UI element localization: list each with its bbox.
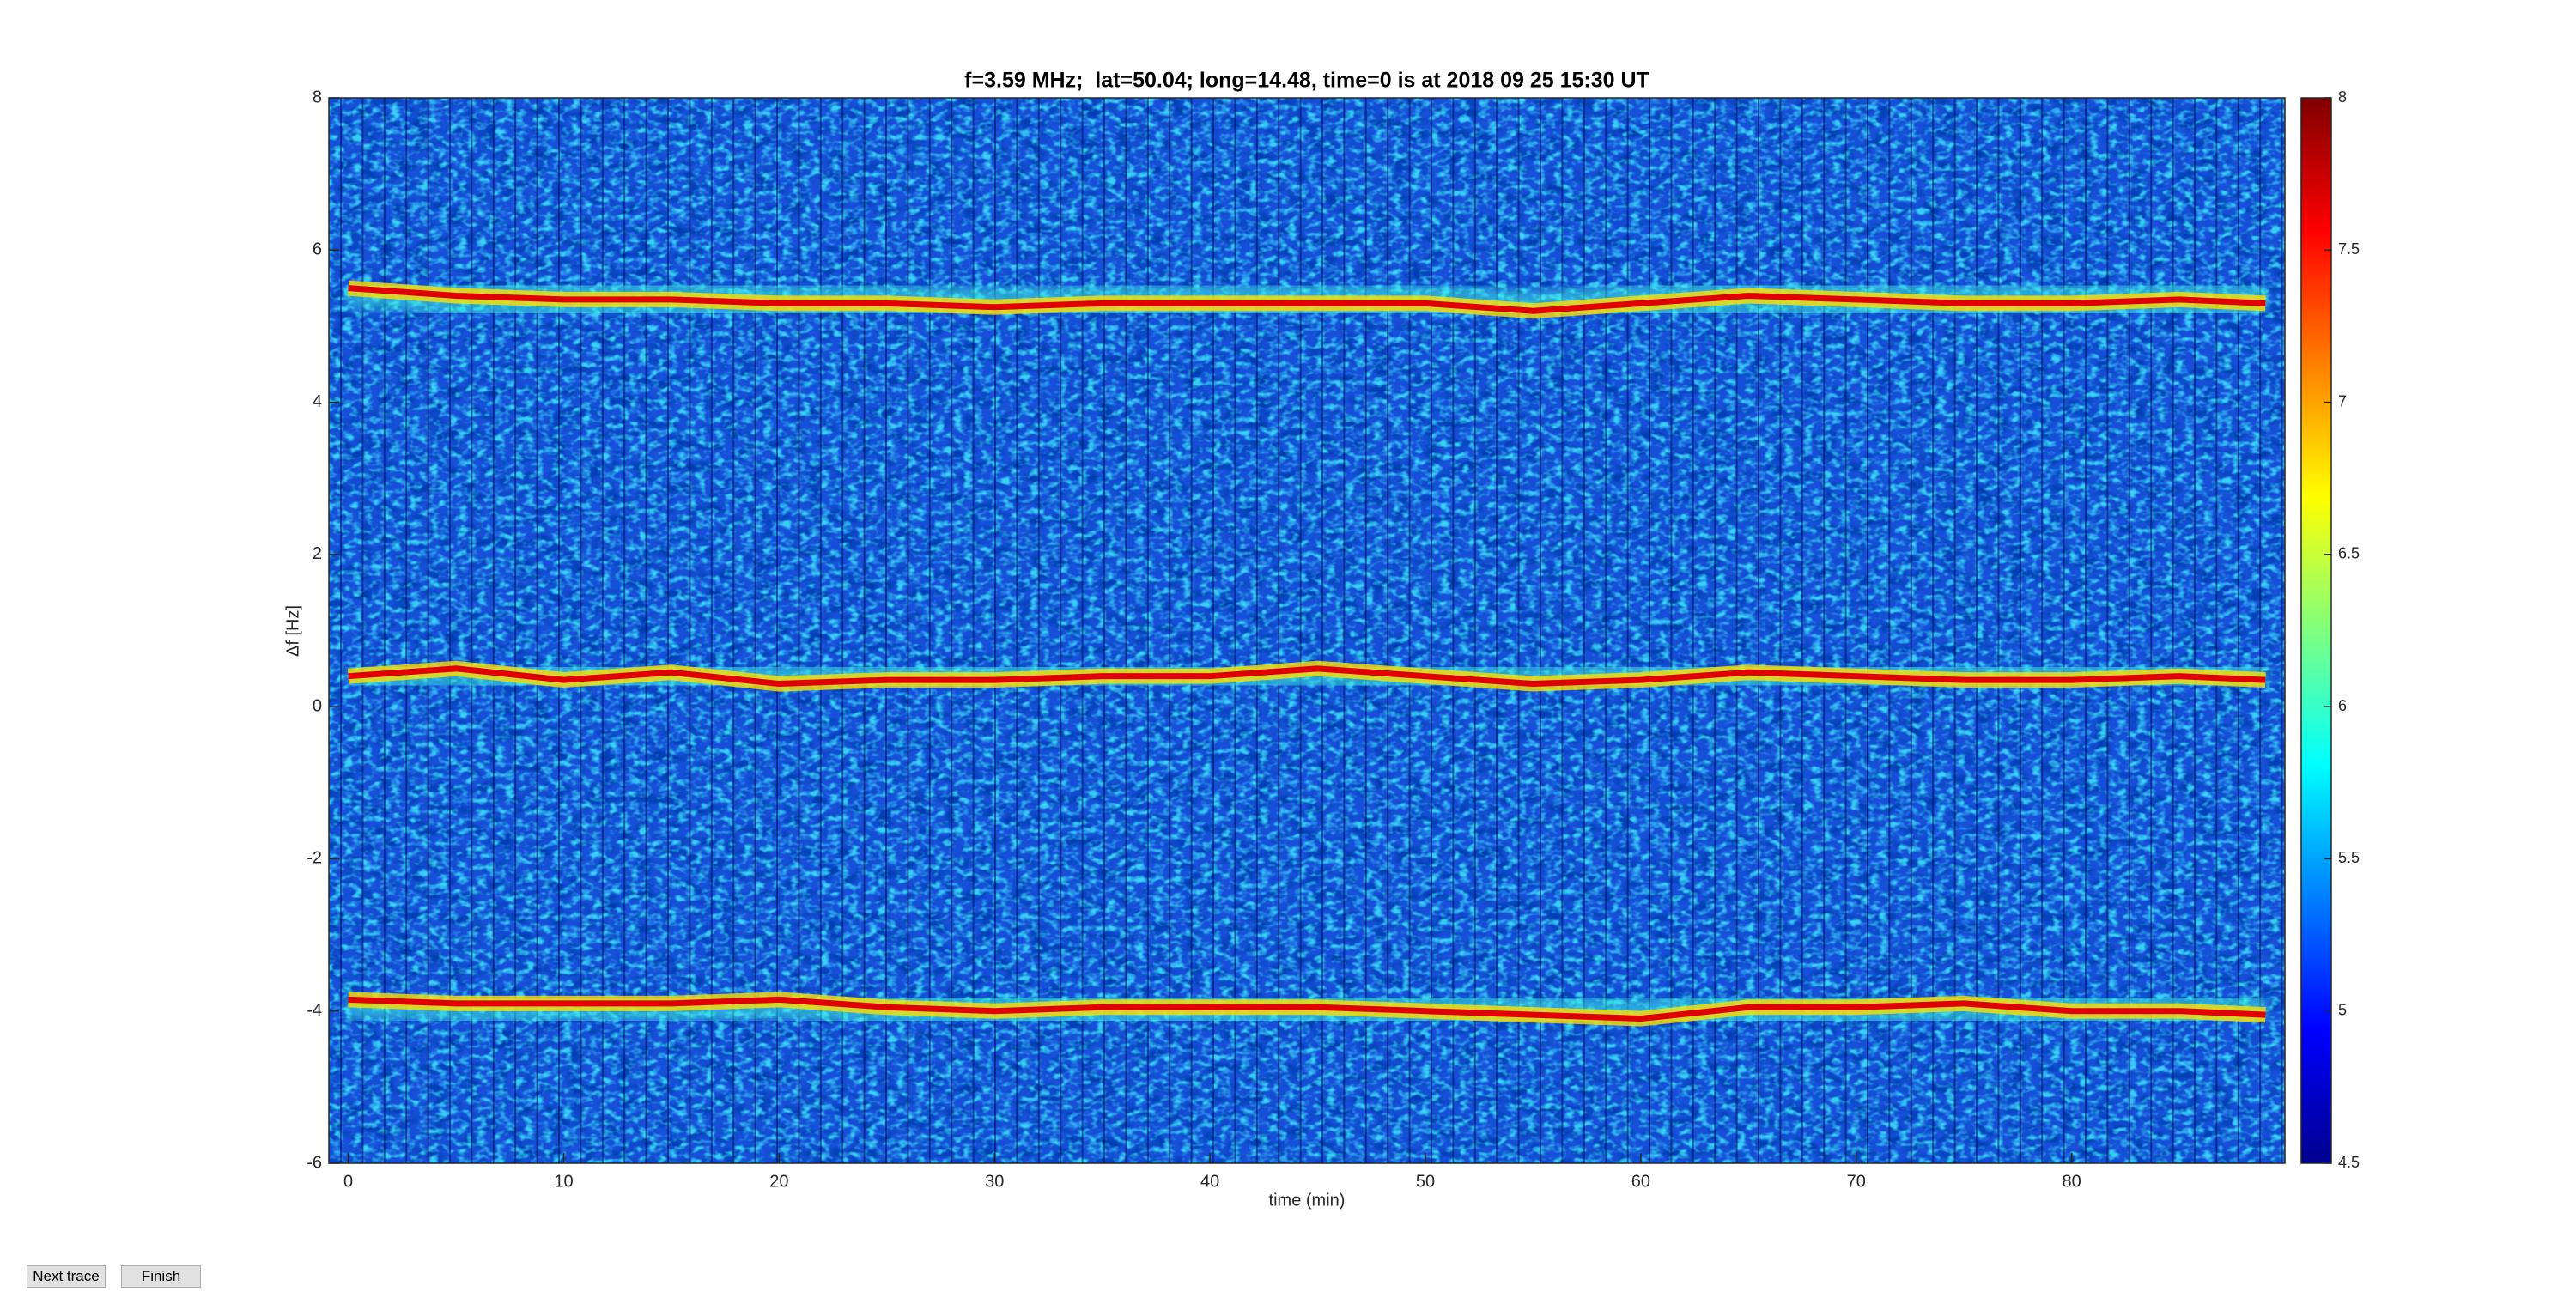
trace (348, 996, 2266, 1022)
x-tick-label: 60 (1631, 1172, 1650, 1191)
y-tick-label: 4 (313, 392, 322, 411)
trace (348, 665, 2266, 688)
colorbar-tick-label: 6 (2338, 697, 2347, 714)
chart-title: f=3.59 MHz; lat=50.04; long=14.48, time=… (964, 69, 1649, 93)
trace (348, 285, 2266, 314)
x-tick-label: 40 (1200, 1172, 1219, 1191)
plot-frame (328, 97, 2286, 1164)
colorbar-tick-label: 8 (2338, 88, 2347, 106)
x-axis-label: time (min) (1269, 1191, 1346, 1210)
colorbar-tick-label: 5.5 (2338, 849, 2360, 866)
next-trace-button[interactable]: Next trace (27, 1265, 106, 1288)
x-tick-label: 0 (343, 1172, 353, 1191)
y-tick-label: 6 (313, 240, 322, 259)
y-tick-label: -4 (307, 1001, 322, 1020)
y-axis-label: Δf [Hz] (283, 605, 302, 657)
x-tick-label: 10 (554, 1172, 573, 1191)
colorbar-tick-label: 5 (2338, 1001, 2347, 1018)
colorbar-tick-label: 7 (2338, 392, 2347, 409)
x-tick-label: 20 (769, 1172, 788, 1191)
traces (346, 268, 2267, 1039)
figure: f=3.59 MHz; lat=50.04; long=14.48, time=… (283, 69, 2360, 1210)
x-tick-label: 80 (2063, 1172, 2081, 1191)
y-tick-label: -2 (307, 849, 322, 868)
finish-button[interactable]: Finish (121, 1265, 201, 1288)
y-tick-label: -6 (307, 1153, 322, 1172)
x-tick-label: 70 (1847, 1172, 1866, 1191)
spectrogram (329, 98, 2285, 1163)
y-tick-label: 8 (313, 88, 322, 106)
colorbar-tick-label: 7.5 (2338, 240, 2360, 258)
colorbar-tick-label: 6.5 (2338, 545, 2360, 562)
y-tick-label: 0 (313, 696, 322, 715)
colorbar-gradient (2300, 97, 2332, 1164)
colorbar-tick-label: 4.5 (2338, 1154, 2360, 1171)
x-tick-label: 30 (985, 1172, 1004, 1191)
y-tick-label: 2 (313, 544, 322, 563)
x-tick-label: 50 (1416, 1172, 1435, 1191)
colorbar: 4.5 5 5.5 6 6.5 7 7.5 8 (2300, 88, 2360, 1171)
